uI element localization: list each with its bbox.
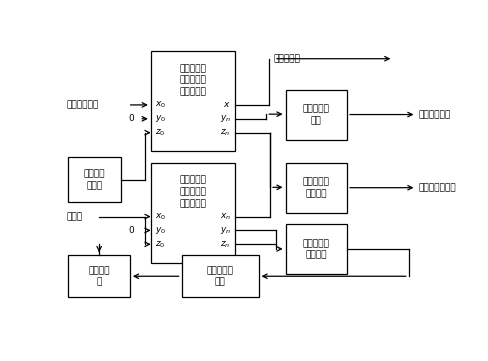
Text: 幅度控制常量: 幅度控制常量 [66, 100, 98, 109]
Text: 0: 0 [129, 226, 134, 235]
Text: 固定相位
累加器: 固定相位 累加器 [84, 169, 105, 190]
Text: 加速度检测信号: 加速度检测信号 [419, 183, 456, 192]
Bar [151, 163, 236, 263]
Text: 自动相位控
制器: 自动相位控 制器 [206, 266, 233, 287]
Text: $z_n$: $z_n$ [221, 127, 231, 138]
Text: $x_0$: $x_0$ [155, 211, 166, 222]
Bar [68, 157, 121, 202]
Text: 0: 0 [129, 114, 134, 123]
Bar [285, 224, 347, 274]
Bar [285, 163, 347, 213]
Text: 第二输出端: 第二输出端 [274, 54, 301, 63]
Bar [68, 255, 130, 297]
Text: $x$: $x$ [223, 100, 231, 109]
Text: 第二数字低
通滤波器: 第二数字低 通滤波器 [303, 239, 330, 260]
Text: $z_0$: $z_0$ [155, 127, 166, 138]
Text: 驱动位移信号: 驱动位移信号 [419, 110, 451, 119]
Text: 输入端: 输入端 [66, 212, 82, 221]
Text: $x_n$: $x_n$ [220, 211, 231, 222]
Bar [285, 90, 347, 140]
Text: $y_n$: $y_n$ [220, 113, 231, 124]
Text: 相位修正
器: 相位修正 器 [88, 266, 110, 287]
Text: $x_0$: $x_0$ [155, 100, 166, 110]
Text: 第二坐标旋
转数字计算
机算法模块: 第二坐标旋 转数字计算 机算法模块 [180, 176, 206, 208]
Text: 数字带通滤
波器: 数字带通滤 波器 [303, 104, 330, 125]
Text: $y_n$: $y_n$ [220, 225, 231, 236]
Text: $y_0$: $y_0$ [155, 113, 166, 124]
Text: $y_0$: $y_0$ [155, 225, 166, 236]
Text: 第一数字低
通滤波器: 第一数字低 通滤波器 [303, 177, 330, 198]
Text: $z_0$: $z_0$ [155, 239, 166, 249]
Text: 第一坐标旋
转数字计算
机算法模块: 第一坐标旋 转数字计算 机算法模块 [180, 64, 206, 97]
Bar [182, 255, 259, 297]
Text: $z_n$: $z_n$ [221, 239, 231, 249]
Bar [151, 51, 236, 151]
